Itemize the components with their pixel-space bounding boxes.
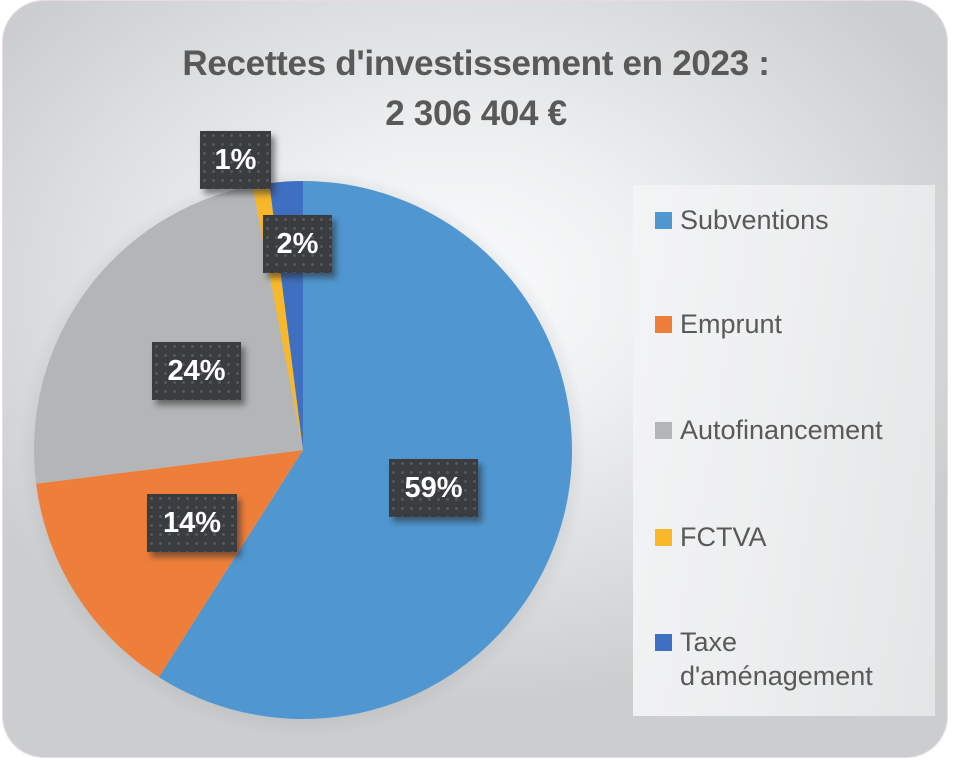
legend-swatch-emprunt <box>655 316 672 333</box>
legend-label: FCTVA <box>680 522 767 552</box>
legend-label: Autofinancement <box>680 415 883 445</box>
data-label-emprunt: 14% <box>147 494 237 552</box>
legend-label: Taxe d'aménagement <box>680 627 873 691</box>
legend-item-emprunt: Emprunt <box>655 307 782 341</box>
legend-label: Subventions <box>680 205 829 235</box>
legend-swatch-taxe-amenagement <box>655 634 672 651</box>
chart-title-total: 2 306 404 € <box>385 94 567 133</box>
pie-slice-subventions <box>158 181 573 719</box>
pie-slice-autofinancement <box>33 185 303 484</box>
legend-item-autofinancement: Autofinancement <box>655 413 883 447</box>
legend-swatch-subventions <box>655 212 672 229</box>
legend-item-taxe-amenagement: Taxe d'aménagement <box>655 625 873 693</box>
data-label-taxe-amenagement: 2% <box>263 215 332 273</box>
legend-item-fctva: FCTVA <box>655 520 767 554</box>
data-label-autofinancement: 24% <box>152 342 241 400</box>
data-label-subventions: 59% <box>389 459 478 517</box>
chart-title: Recettes d'investissement en 2023 : 2 30… <box>3 39 947 139</box>
chart-title-line1: Recettes d'investissement en 2023 : <box>182 44 770 83</box>
data-label-fctva: 1% <box>200 131 271 189</box>
chart-legend: Subventions Emprunt Autofinancement FCTV… <box>633 185 935 716</box>
legend-label: Emprunt <box>680 309 783 339</box>
legend-item-subventions: Subventions <box>655 203 829 237</box>
legend-swatch-autofinancement <box>655 422 672 439</box>
legend-swatch-fctva <box>655 529 672 546</box>
